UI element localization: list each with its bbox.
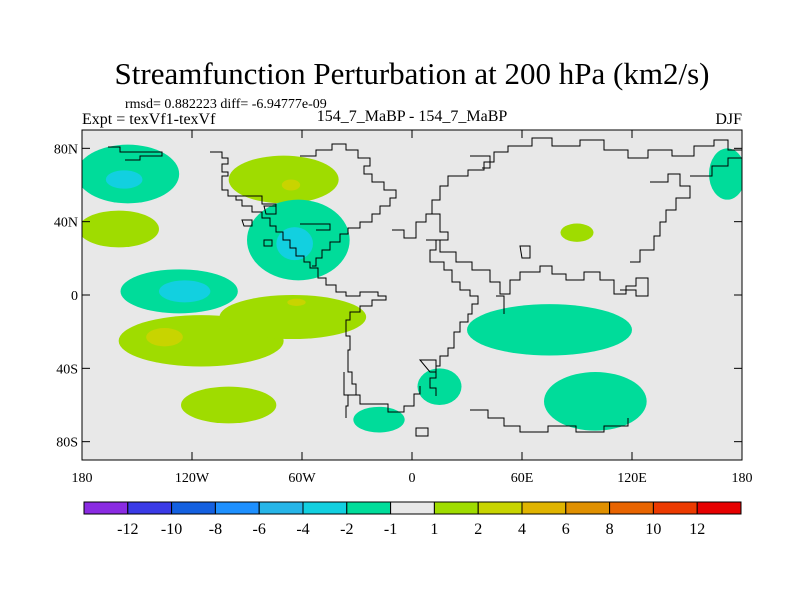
chart-title: Streamfunction Perturbation at 200 hPa (… bbox=[115, 56, 710, 91]
x-tick-label-0: 180 bbox=[72, 471, 93, 486]
anomaly-region-1 bbox=[105, 170, 143, 189]
y-tick-label-1: 40N bbox=[54, 216, 78, 231]
anomaly-region-3 bbox=[82, 210, 159, 248]
colorbar-bin-14 bbox=[696, 501, 742, 515]
x-tick-label-4: 60E bbox=[511, 471, 534, 486]
anomaly-region-9 bbox=[709, 148, 742, 200]
stats-label: rmsd= 0.882223 diff= -6.94777e-09 bbox=[125, 97, 327, 112]
colorbar-bin-2 bbox=[171, 501, 216, 515]
x-tick-label-2: 60W bbox=[288, 471, 316, 486]
colorbar-bin-8 bbox=[433, 501, 479, 515]
anomaly-region-16 bbox=[181, 386, 277, 424]
anomaly-region-5 bbox=[281, 179, 301, 191]
case-label: 154_7_MaBP - 154_7_MaBP bbox=[317, 108, 508, 125]
colorbar-bin-3 bbox=[214, 501, 260, 515]
x-tick-label-6: 180 bbox=[732, 471, 753, 486]
colorbar-bin-4 bbox=[258, 501, 304, 515]
colorbar-label-8: 2 bbox=[474, 521, 482, 538]
colorbar-bin-13 bbox=[652, 501, 698, 515]
anomaly-contours bbox=[82, 144, 742, 433]
coastline-outline bbox=[108, 137, 742, 437]
colorbar-label-13: 12 bbox=[689, 521, 705, 538]
anomaly-region-4 bbox=[228, 155, 339, 204]
y-axis: 80N 40N 0 40S 80S bbox=[54, 142, 742, 451]
x-tick-label-1: 120W bbox=[175, 471, 210, 486]
colorbar-bin-1 bbox=[127, 501, 173, 515]
colorbar-bin-11 bbox=[565, 501, 611, 515]
colorbar-label-12: 10 bbox=[645, 521, 661, 538]
anomaly-region-14 bbox=[146, 328, 183, 347]
colorbar-label-11: 8 bbox=[606, 521, 614, 538]
anomaly-region-13 bbox=[219, 295, 367, 339]
y-tick-label-0: 80N bbox=[54, 142, 78, 157]
colorbar-bin-6 bbox=[346, 501, 392, 515]
season-label: DJF bbox=[715, 111, 742, 128]
x-tick-label-3: 0 bbox=[409, 471, 416, 486]
x-axis: 180 120W 60W 0 60E 120E 180 bbox=[72, 130, 753, 486]
colorbar-bin-5 bbox=[302, 501, 348, 515]
colorbar-label-1: -10 bbox=[161, 521, 182, 538]
colorbar-bin-9 bbox=[477, 501, 523, 515]
anomaly-region-15 bbox=[287, 298, 306, 307]
anomaly-region-7 bbox=[276, 227, 313, 261]
y-tick-label-2: 0 bbox=[71, 289, 78, 304]
map-panel bbox=[81, 129, 743, 461]
colorbar-label-9: 4 bbox=[518, 521, 526, 538]
anomaly-region-11 bbox=[159, 280, 211, 303]
colorbar-bin-7 bbox=[390, 501, 435, 515]
experiment-label: Expt = texVf1-texVf bbox=[82, 111, 216, 128]
y-tick-label-3: 40S bbox=[56, 362, 78, 377]
colorbar-bin-0 bbox=[83, 501, 129, 515]
y-tick-label-4: 80S bbox=[56, 436, 78, 451]
colorbar-bin-10 bbox=[521, 501, 567, 515]
colorbar-label-2: -8 bbox=[209, 521, 222, 538]
anomaly-region-17 bbox=[417, 368, 462, 405]
anomaly-region-8 bbox=[560, 223, 594, 242]
colorbar-label-0: -12 bbox=[117, 521, 138, 538]
anomaly-region-19 bbox=[467, 304, 632, 356]
colorbar-label-10: 6 bbox=[562, 521, 570, 538]
colorbar-legend: -12 -10 -8 -6 -4 -2 -1 1 2 4 6 8 10 12 bbox=[83, 501, 742, 538]
colorbar-label-3: -6 bbox=[253, 521, 266, 538]
colorbar-label-7: 1 bbox=[430, 521, 438, 538]
colorbar-label-4: -4 bbox=[296, 521, 309, 538]
x-tick-label-5: 120E bbox=[617, 471, 647, 486]
colorbar-bin-12 bbox=[609, 501, 654, 515]
colorbar-label-5: -2 bbox=[340, 521, 353, 538]
anomaly-region-18 bbox=[353, 406, 405, 433]
anomaly-region-20 bbox=[544, 372, 647, 431]
colorbar-label-6: -1 bbox=[384, 521, 397, 538]
